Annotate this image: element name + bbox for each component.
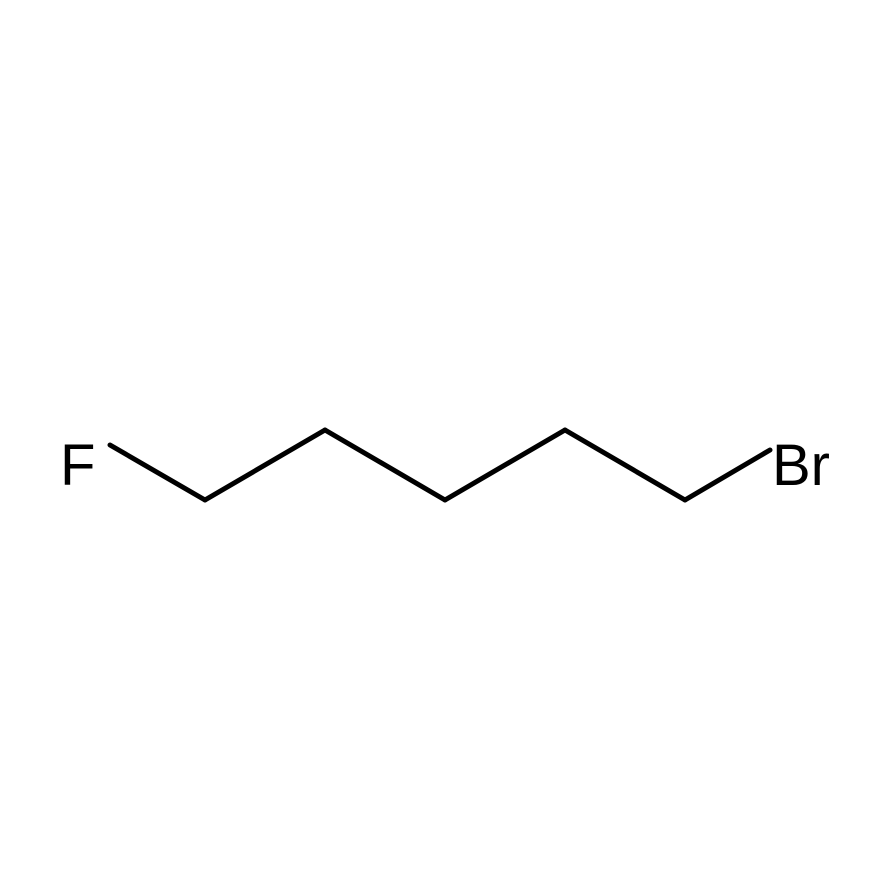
- bond-line: [110, 445, 205, 500]
- bond-line: [205, 430, 325, 500]
- molecule-canvas: F Br: [0, 0, 890, 890]
- fluorine-atom-label: F: [60, 437, 95, 495]
- bond-lines: [0, 0, 890, 890]
- bromine-atom-label: Br: [772, 437, 830, 495]
- bond-line: [565, 430, 685, 500]
- bond-line: [445, 430, 565, 500]
- bond-line: [685, 450, 770, 500]
- bond-line: [325, 430, 445, 500]
